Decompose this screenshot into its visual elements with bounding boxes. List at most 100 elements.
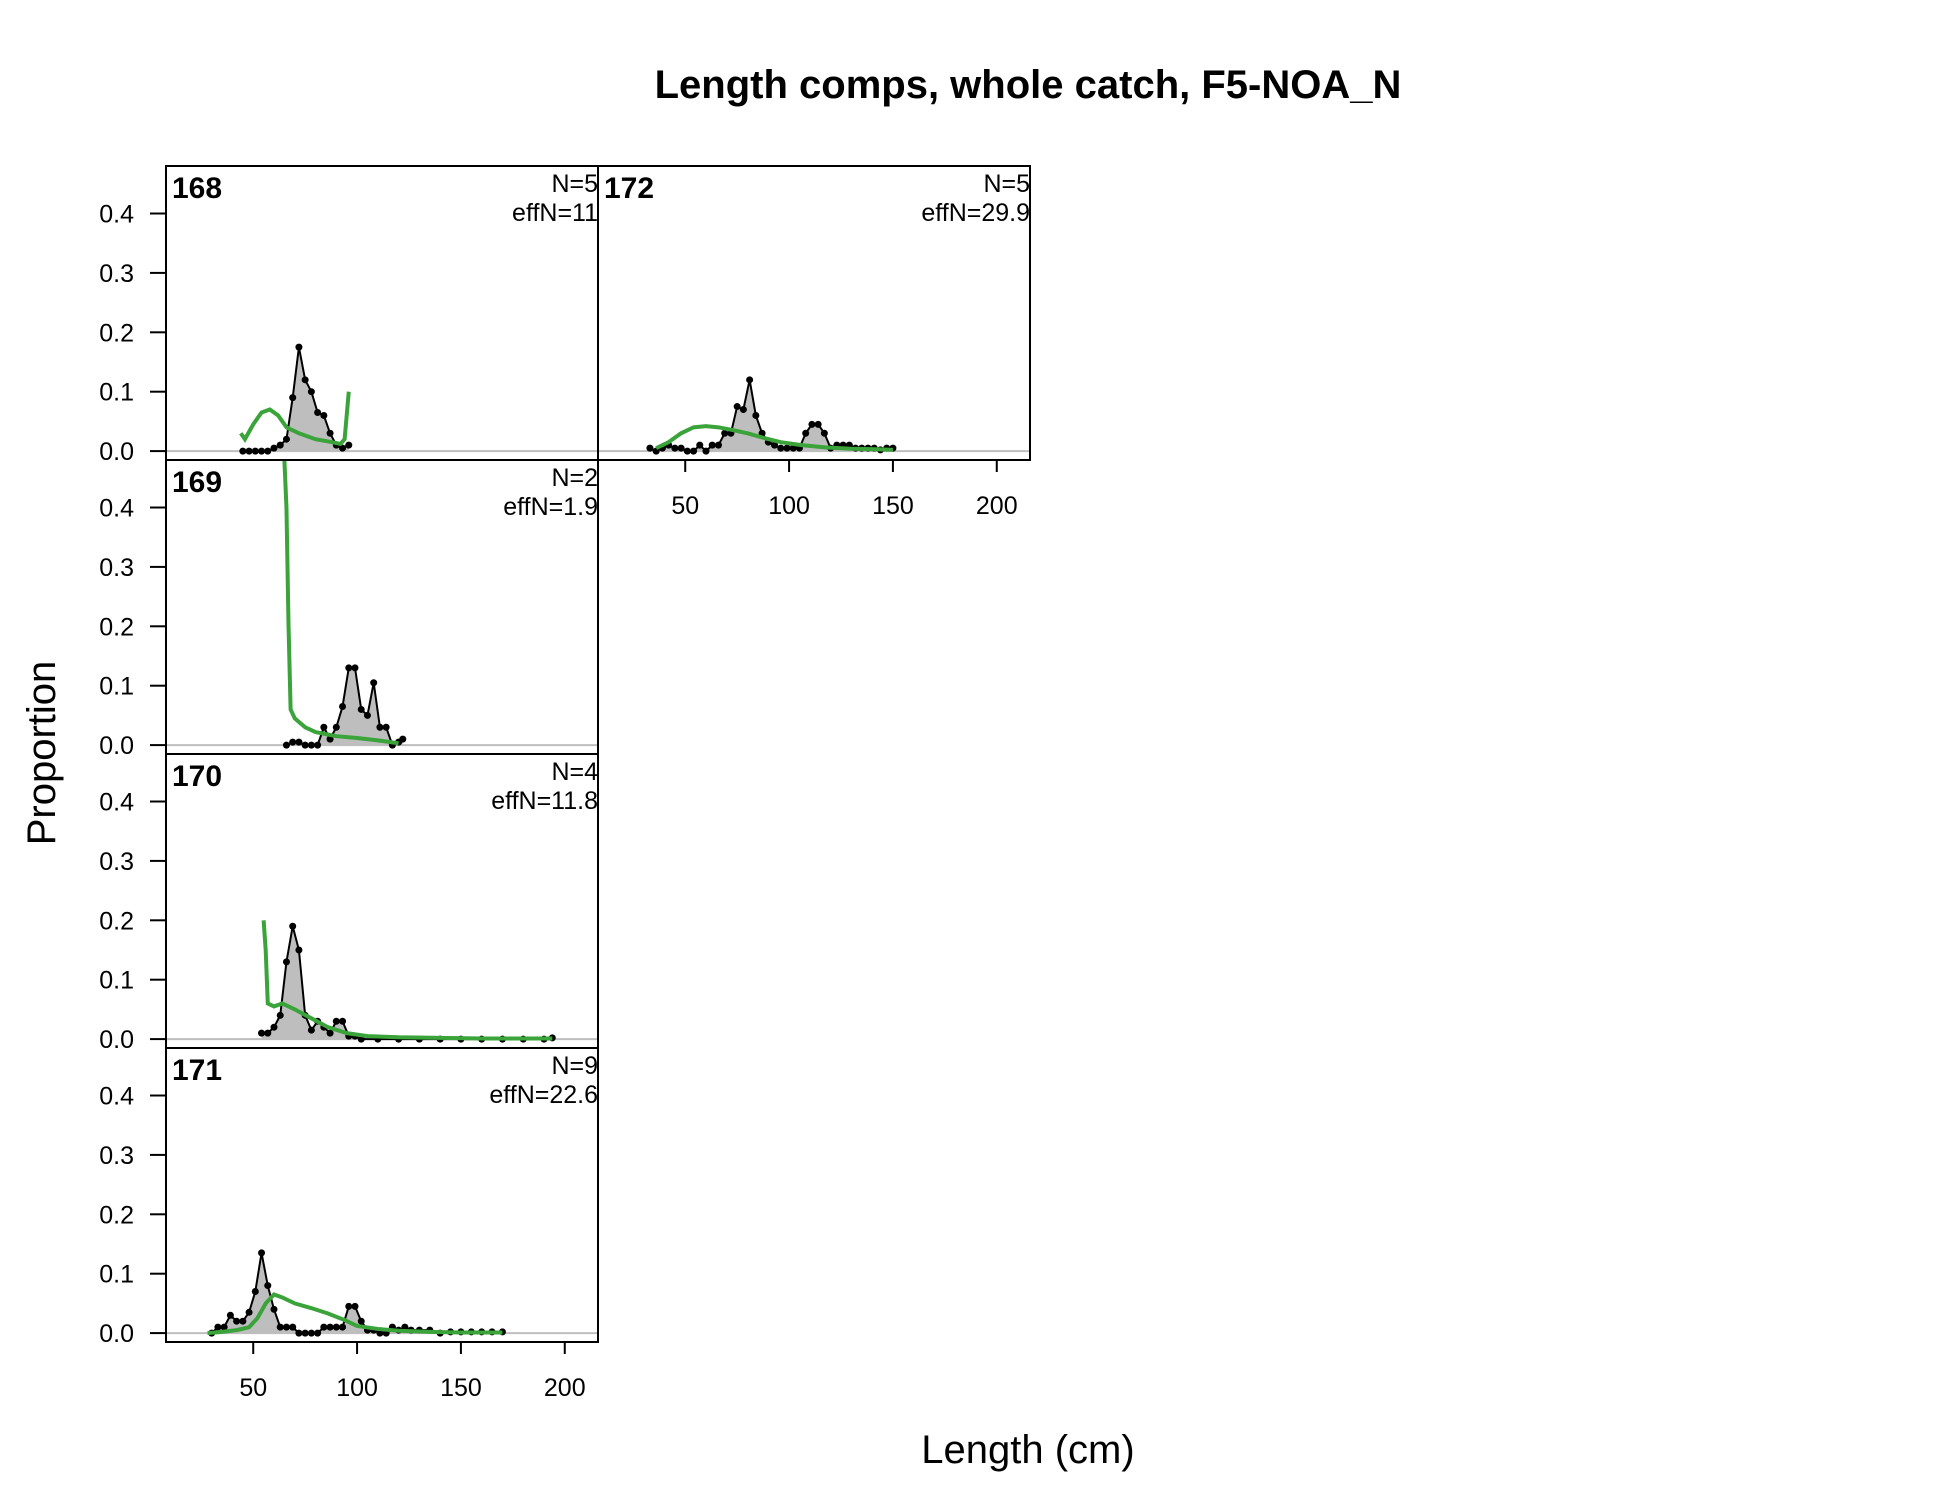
observed-point: [307, 388, 315, 396]
x-tick-label: 150: [440, 1374, 482, 1402]
observed-point: [671, 444, 679, 452]
observed-point: [270, 444, 278, 452]
observed-point: [332, 1017, 340, 1025]
y-tick-label: 0.0: [99, 438, 134, 466]
y-tick-label: 0.2: [99, 319, 134, 347]
observed-point: [345, 1302, 353, 1310]
y-tick-label: 0.1: [99, 967, 134, 995]
observed-point: [777, 444, 785, 452]
observed-point: [820, 429, 828, 437]
observed-point: [802, 429, 810, 437]
observed-point: [251, 447, 259, 455]
x-tick-label: 100: [768, 492, 810, 520]
panel-frame: [165, 1047, 599, 1343]
observed-point: [239, 1317, 247, 1325]
y-tick-label: 0.1: [99, 673, 134, 701]
panel-label: 172: [604, 172, 654, 205]
observed-point: [295, 946, 303, 954]
observed-point: [721, 429, 729, 437]
observed-point: [320, 1323, 328, 1331]
expected-line: [239, 391, 351, 447]
observed-point: [264, 1029, 272, 1037]
observed-point: [282, 1323, 290, 1331]
observed-point: [320, 723, 328, 731]
n-label: N=4: [551, 758, 598, 786]
observed-point: [289, 738, 297, 746]
n-label: N=9: [551, 1052, 598, 1080]
observed-point: [696, 441, 704, 449]
y-tick-label: 0.4: [99, 1083, 134, 1111]
observed-point: [326, 1029, 334, 1037]
effn-label: effN=1.9: [503, 493, 598, 521]
observed-point: [789, 444, 797, 452]
y-tick-label: 0.2: [99, 907, 134, 935]
observed-point: [276, 1011, 284, 1019]
observed-point: [808, 420, 816, 428]
chart-title: Length comps, whole catch, F5-NOA_N: [655, 63, 1402, 107]
observed-point: [289, 922, 297, 930]
observed-point: [357, 1317, 365, 1325]
observed-point: [239, 447, 247, 455]
observed-point: [690, 447, 698, 455]
observed-point: [214, 1323, 222, 1331]
observed-point: [282, 958, 290, 966]
observed-point: [370, 679, 378, 687]
y-axis-label: Proportion: [20, 661, 64, 846]
n-label: N=2: [551, 464, 598, 492]
observed-point: [739, 406, 747, 414]
observed-point: [399, 735, 407, 743]
observed-point: [245, 1308, 253, 1316]
y-tick-label: 0.4: [99, 201, 134, 229]
observed-point: [708, 441, 716, 449]
observed-point: [332, 723, 340, 731]
observed-point: [339, 1323, 347, 1331]
observed-point: [351, 664, 359, 672]
observed-point: [301, 376, 309, 384]
observed-point: [320, 411, 328, 419]
observed-point: [314, 408, 322, 416]
observed-point: [677, 444, 685, 452]
observed-point: [345, 441, 353, 449]
effn-label: effN=29.9: [921, 199, 1030, 227]
x-tick-label: 200: [544, 1374, 586, 1402]
observed-point: [276, 441, 284, 449]
y-tick-label: 0.3: [99, 848, 134, 876]
observed-point: [258, 447, 266, 455]
observed-point: [307, 741, 315, 749]
observed-point: [345, 664, 353, 672]
observed-point: [270, 1023, 278, 1031]
observed-point: [289, 1323, 297, 1331]
observed-point: [301, 1329, 309, 1337]
x-tick-label: 200: [976, 492, 1018, 520]
observed-point: [363, 711, 371, 719]
observed-point: [258, 1249, 266, 1257]
effn-label: effN=22.6: [489, 1081, 598, 1109]
y-tick-label: 0.4: [99, 495, 134, 523]
observed-point: [746, 376, 754, 384]
observed-point: [251, 1288, 259, 1296]
observed-point: [339, 702, 347, 710]
expected-line: [261, 920, 553, 1041]
observed-point: [752, 411, 760, 419]
y-tick-label: 0.3: [99, 260, 134, 288]
panel-label: 168: [172, 172, 222, 205]
y-tick-label: 0.0: [99, 1320, 134, 1348]
y-tick-label: 0.1: [99, 379, 134, 407]
observed-point: [382, 723, 390, 731]
observed-point: [282, 741, 290, 749]
observed-area: [261, 926, 553, 1040]
y-tick-label: 0.2: [99, 613, 134, 641]
observed-point: [339, 444, 347, 452]
observed-point: [226, 1311, 234, 1319]
y-tick-label: 0.3: [99, 1142, 134, 1170]
effn-label: effN=11.8: [491, 787, 598, 815]
expected-line: [282, 459, 399, 746]
observed-point: [783, 444, 791, 452]
observed-point: [295, 1329, 303, 1337]
observed-point: [326, 429, 334, 437]
observed-point: [289, 394, 297, 402]
